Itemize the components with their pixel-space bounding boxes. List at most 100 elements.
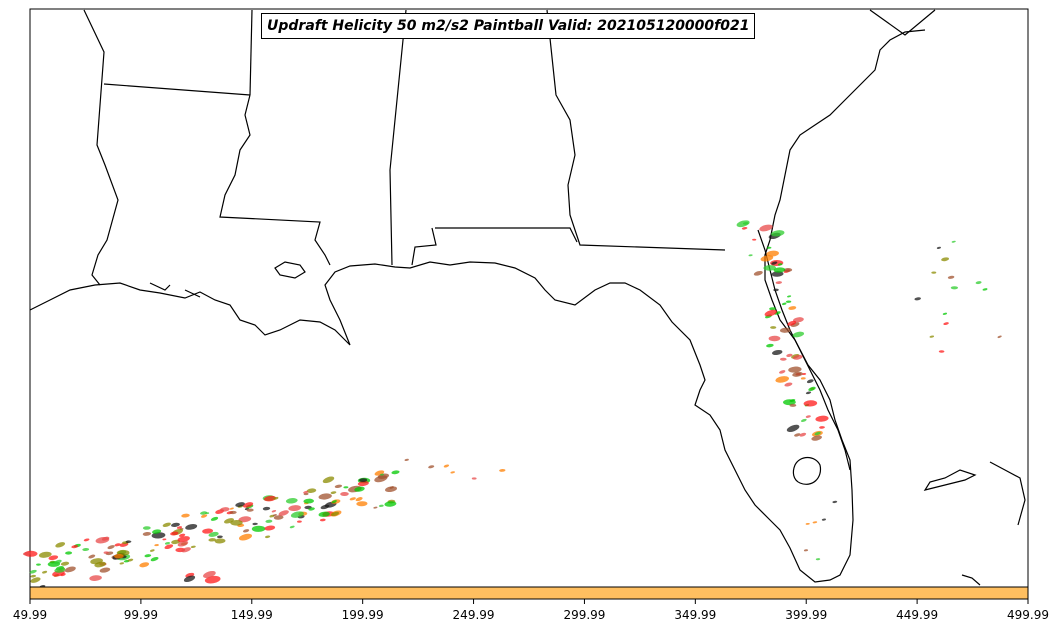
paintball-swath — [36, 563, 41, 566]
paintball-swath — [471, 477, 477, 480]
paintball-swath — [48, 555, 59, 561]
paintball-swath — [764, 309, 777, 317]
paintball-swath — [800, 418, 807, 422]
paintball-swath — [942, 312, 948, 315]
state-border-ms-al — [249, 9, 253, 96]
paintball-swath — [781, 302, 787, 306]
paintball-swath — [71, 545, 79, 549]
paintball-swath — [450, 471, 455, 474]
paintball-swath — [265, 519, 273, 523]
paintball-swath — [771, 271, 784, 277]
paintball-swath — [805, 415, 811, 418]
paintball-swath — [183, 575, 196, 582]
paintball-swath — [114, 543, 121, 547]
paintball-swath — [938, 350, 945, 353]
paintball-swath — [164, 542, 171, 545]
cuba-fragment — [989, 461, 1026, 526]
paintball-swath — [771, 349, 783, 356]
paintball-swath — [55, 542, 66, 548]
state-border-al-fl-w — [411, 227, 437, 266]
x-tick-label: 349.99 — [674, 608, 717, 622]
paintball-swath — [768, 335, 781, 342]
paintball-swath — [803, 549, 809, 552]
paintball-swath — [779, 370, 786, 374]
paintball-swath — [89, 575, 102, 581]
paintball-swath — [775, 376, 790, 383]
paintball-swath — [770, 326, 777, 329]
paintball-swath — [785, 300, 792, 303]
paintball-swath — [235, 502, 245, 507]
paintball-swath — [742, 222, 749, 225]
paintball-swath — [210, 516, 219, 521]
paintball-swath — [914, 297, 921, 301]
paintball-swath — [208, 538, 216, 542]
paintball-swath — [786, 353, 793, 357]
paintball-swath — [936, 246, 941, 249]
paintball-swath — [217, 535, 223, 539]
paintball-swath — [951, 240, 956, 243]
paintball-swath — [794, 433, 801, 437]
paintball-swath — [82, 547, 90, 552]
x-tick-label: 99.99 — [123, 608, 159, 622]
paintball-swath — [357, 480, 369, 487]
paintball-swath — [773, 267, 786, 273]
paintball-swath — [200, 511, 208, 515]
paintball-swath — [320, 504, 330, 510]
paintball-swath — [330, 511, 340, 517]
state-border-mississippi-louisiana — [83, 9, 119, 286]
paintball-swath — [929, 335, 935, 338]
paintball-swath — [271, 510, 277, 513]
x-tick-label: 249.99 — [452, 608, 495, 622]
paintball-swath — [787, 320, 797, 326]
x-tick-label: 399.99 — [785, 608, 828, 622]
paintball-swath — [748, 254, 753, 257]
x-axis-ticks — [29, 599, 1029, 604]
paintball-swath — [374, 475, 388, 483]
paintball-swath — [428, 465, 435, 469]
paintball-swath — [303, 490, 309, 494]
paintball-swath — [272, 514, 277, 517]
paintball-swath — [171, 522, 180, 527]
paintball-swath — [384, 486, 398, 493]
paintball-swath — [190, 545, 196, 548]
paintball-swath — [788, 306, 797, 310]
paintball-swath — [60, 573, 66, 577]
paintball-swath — [784, 382, 793, 387]
paintball-swath — [262, 506, 271, 511]
paintball-swath — [766, 246, 772, 249]
lake-okeechobee — [792, 456, 822, 485]
paintball-swath — [290, 511, 304, 518]
paintball-swath — [30, 574, 37, 578]
paintball-swath — [356, 501, 368, 507]
paintball-swath — [775, 281, 782, 285]
state-border-ms-river — [219, 94, 331, 266]
paintball-swath — [330, 491, 337, 494]
paintball-swath — [815, 558, 821, 561]
paintball-swath — [319, 518, 326, 522]
state-border-ga-north — [546, 9, 726, 251]
louisiana-islands — [149, 261, 306, 298]
bahamas-fragment — [923, 469, 977, 491]
paintball-swath — [752, 238, 757, 241]
x-tick-label: 199.99 — [341, 608, 384, 622]
paintball-swath — [800, 377, 806, 380]
paintball-swath — [149, 549, 155, 552]
paintball-swath — [177, 536, 190, 543]
paintball-swath — [289, 525, 295, 529]
paintball-swath — [318, 511, 330, 517]
paintball-swath — [773, 288, 779, 292]
paintball-swath — [229, 510, 237, 515]
paintball-swath — [322, 476, 335, 484]
paintball-swath — [771, 261, 778, 265]
paintball-swath — [780, 357, 787, 361]
paintball-swath — [60, 561, 70, 566]
paintball-swath — [789, 403, 797, 407]
paintball-swath — [264, 525, 276, 531]
paintball-swath — [443, 464, 450, 468]
paintball-swath — [308, 507, 315, 511]
paintball-swath — [779, 327, 791, 333]
paintball-swath — [99, 567, 111, 573]
paintball-swath — [808, 386, 816, 392]
paintball-swath — [83, 538, 90, 542]
paintball-swath — [741, 227, 748, 230]
